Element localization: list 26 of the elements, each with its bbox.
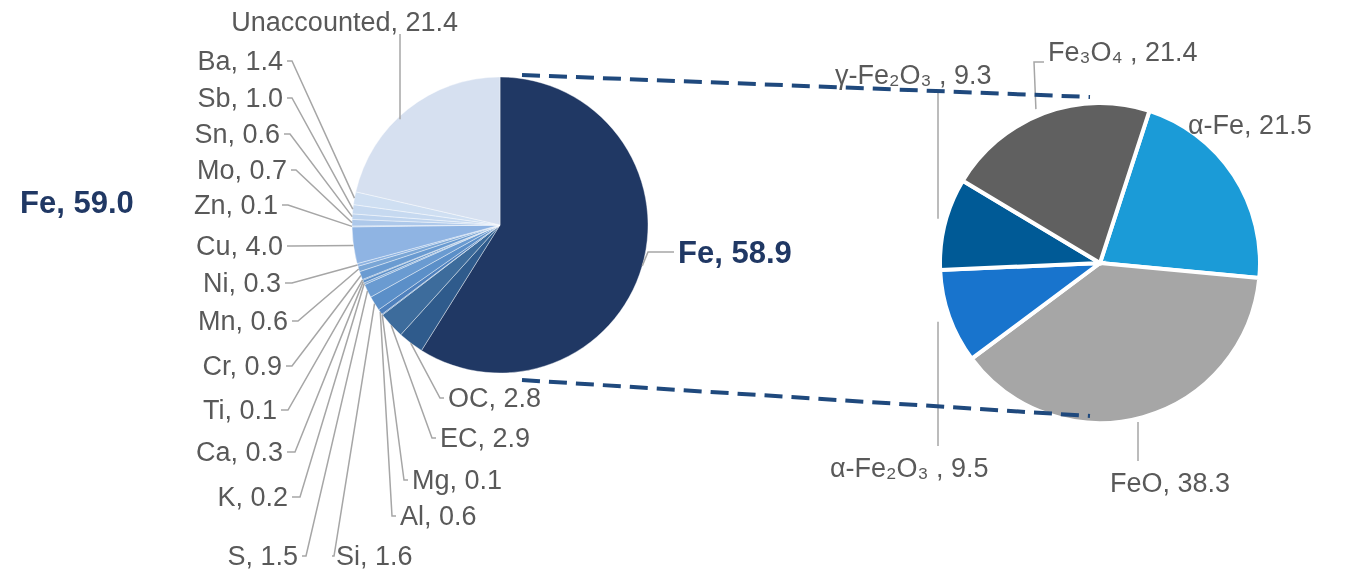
- slice-label: K, 0.2: [217, 482, 288, 512]
- slice-label: Sn, 0.6: [194, 119, 280, 149]
- text: Fe, 59.0: [20, 185, 134, 221]
- slice-label: OC, 2.8: [448, 383, 542, 413]
- slice-label: Si, 1.6: [336, 541, 413, 571]
- slice-label: Al, 0.6: [400, 501, 477, 531]
- slice-label: Fe₃O₄ , 21.4: [1048, 37, 1198, 67]
- slice-label: Mo, 0.7: [196, 155, 287, 185]
- slice-label: Ca, 0.3: [195, 437, 283, 467]
- slice-label: Ni, 0.3: [202, 268, 281, 298]
- slice-label: Ba, 1.4: [197, 46, 283, 76]
- slice-label: α-Fe, 21.5: [1188, 110, 1312, 140]
- slice-label: FeO, 38.3: [1110, 468, 1231, 498]
- slice-label: Sb, 1.0: [197, 83, 283, 113]
- slice-label: Zn, 0.1: [193, 190, 278, 220]
- slice-label: Ti, 0.1: [202, 395, 277, 425]
- slice-label: Unaccounted, 21.4: [231, 7, 458, 37]
- slice-label: Fe, 58.9: [678, 234, 792, 270]
- slice-label: Cu, 4.0: [195, 231, 283, 261]
- slice-label: Mg, 0.1: [412, 465, 503, 495]
- slice-label: S, 1.5: [227, 541, 298, 571]
- slice-label: α-Fe₂O₃ , 9.5: [830, 453, 989, 483]
- slice-label: Mn, 0.6: [197, 306, 288, 336]
- slice-label: Cr, 0.9: [202, 351, 282, 381]
- slice-label: EC, 2.9: [440, 423, 531, 453]
- slice-label: γ-Fe₂O₃ , 9.3: [835, 60, 992, 90]
